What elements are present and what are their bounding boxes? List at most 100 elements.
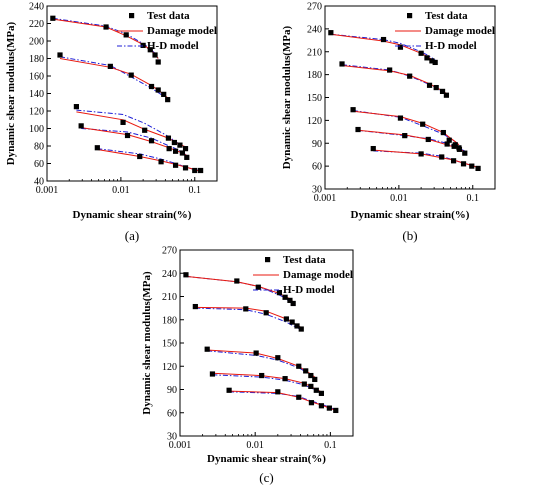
test-data-point bbox=[140, 42, 146, 48]
test-data-point bbox=[78, 123, 84, 129]
y-tick-label: 270 bbox=[162, 246, 177, 257]
test-data-point bbox=[158, 159, 164, 165]
y-tick-label: 120 bbox=[162, 362, 177, 373]
test-data-point bbox=[209, 371, 216, 377]
y-tick-label: 30 bbox=[312, 185, 322, 196]
legend-hd-label: H-D model bbox=[283, 284, 335, 296]
y-tick-label: 60 bbox=[167, 408, 177, 419]
hd-model-line bbox=[52, 17, 159, 59]
legend-test-marker bbox=[129, 13, 135, 19]
y-axis-label: Dynamic shear modulus(MPa) bbox=[141, 271, 153, 415]
damage-model-line bbox=[185, 275, 294, 303]
test-data-point bbox=[333, 407, 339, 414]
x-axis-label: Dynamic shear strain(%) bbox=[351, 209, 470, 221]
test-data-point bbox=[137, 153, 143, 160]
legend: Test data Damage model H-D model bbox=[117, 10, 217, 52]
test-data-point bbox=[446, 137, 452, 143]
y-tick-label: 210 bbox=[307, 47, 322, 58]
y-tick-label: 200 bbox=[29, 37, 44, 48]
test-data-point bbox=[326, 405, 332, 411]
test-data-point bbox=[192, 303, 198, 310]
test-data-point bbox=[298, 326, 304, 332]
y-tick-label: 140 bbox=[29, 89, 44, 100]
test-data-point bbox=[147, 47, 153, 53]
y-tick-label: 160 bbox=[29, 72, 44, 83]
test-data-point bbox=[318, 390, 325, 396]
x-tick-label: 0.1 bbox=[467, 193, 480, 204]
test-data-point bbox=[425, 136, 431, 143]
test-data-point bbox=[204, 346, 210, 352]
test-data-point bbox=[155, 87, 161, 93]
test-data-point bbox=[259, 372, 265, 379]
y-tick-label: 270 bbox=[307, 2, 322, 13]
test-data-point bbox=[424, 55, 430, 61]
test-data-point bbox=[289, 319, 295, 325]
test-data-point bbox=[303, 368, 309, 374]
legend-hd-label: H-D model bbox=[147, 40, 199, 52]
test-data-point bbox=[308, 372, 314, 379]
test-data-point bbox=[161, 91, 167, 97]
chart-panel-1: 40 60 80 100 120 140 160 180 200 220 240 0.001 0.01 0… bbox=[5, 2, 218, 243]
test-data-point bbox=[142, 127, 148, 133]
legend-test-marker bbox=[265, 257, 271, 263]
x-axis-label: Dynamic shear strain(%) bbox=[73, 209, 192, 221]
legend: Test data Damage model H-D model bbox=[395, 10, 495, 52]
test-data-point bbox=[296, 363, 302, 369]
test-data-point bbox=[328, 30, 334, 36]
test-data-point bbox=[308, 400, 315, 406]
test-data-point bbox=[128, 72, 134, 78]
y-tick-label: 180 bbox=[162, 315, 177, 326]
test-data-point bbox=[275, 389, 281, 395]
test-data-point bbox=[318, 403, 325, 409]
test-data-point bbox=[198, 167, 204, 174]
test-data-point bbox=[192, 167, 198, 174]
test-data-point bbox=[294, 323, 300, 329]
test-data-point bbox=[426, 82, 433, 88]
x-tick-label: 0.01 bbox=[112, 185, 130, 196]
test-data-point bbox=[155, 59, 161, 65]
y-tick-label: 60 bbox=[312, 162, 322, 173]
y-axis-label: Dynamic shear modulus(MPa) bbox=[281, 25, 293, 169]
x-axis-label: Dynamic shear strain(%) bbox=[207, 453, 326, 465]
panel-label: (b) bbox=[402, 228, 417, 243]
test-data-point bbox=[450, 158, 457, 164]
test-data-point bbox=[418, 50, 424, 56]
damage-model-line bbox=[81, 127, 188, 157]
test-data-point bbox=[171, 139, 177, 146]
test-data-point bbox=[397, 115, 404, 121]
test-data-point bbox=[182, 146, 189, 152]
x-tick-label: 0.1 bbox=[324, 440, 337, 451]
test-data-point bbox=[439, 154, 445, 160]
test-data-point bbox=[462, 150, 468, 156]
y-tick-label: 150 bbox=[162, 339, 177, 350]
legend-test-label: Test data bbox=[283, 254, 326, 266]
test-data-point bbox=[103, 24, 109, 30]
test-data-point bbox=[402, 133, 408, 139]
test-data-point bbox=[350, 107, 356, 113]
legend: Test data Damage model H-D model bbox=[253, 254, 353, 296]
y-tick-label: 30 bbox=[167, 432, 177, 443]
legend-damage-label: Damage model bbox=[283, 269, 353, 281]
test-data-point bbox=[183, 272, 189, 278]
test-data-point bbox=[57, 52, 63, 58]
test-data-point bbox=[451, 143, 457, 149]
test-data-point bbox=[226, 387, 232, 393]
test-data-point bbox=[172, 162, 179, 168]
test-data-point bbox=[456, 146, 463, 152]
x-tick-label: 0.001 bbox=[36, 185, 59, 196]
x-tick-label: 0.001 bbox=[314, 193, 337, 204]
test-data-point bbox=[179, 150, 185, 156]
test-data-point bbox=[73, 104, 79, 110]
damage-model-line bbox=[353, 110, 460, 146]
y-tick-label: 180 bbox=[29, 54, 44, 65]
legend-damage-label: Damage model bbox=[147, 25, 217, 37]
test-data-point bbox=[397, 44, 404, 50]
test-data-point bbox=[123, 32, 129, 38]
y-axis-label: Dynamic shear modulus(MPa) bbox=[5, 21, 17, 165]
test-data-point bbox=[282, 294, 288, 300]
y-tick-label: 240 bbox=[307, 24, 322, 35]
test-data-point bbox=[107, 63, 113, 69]
test-data-point bbox=[177, 142, 183, 148]
test-data-point bbox=[148, 138, 155, 144]
